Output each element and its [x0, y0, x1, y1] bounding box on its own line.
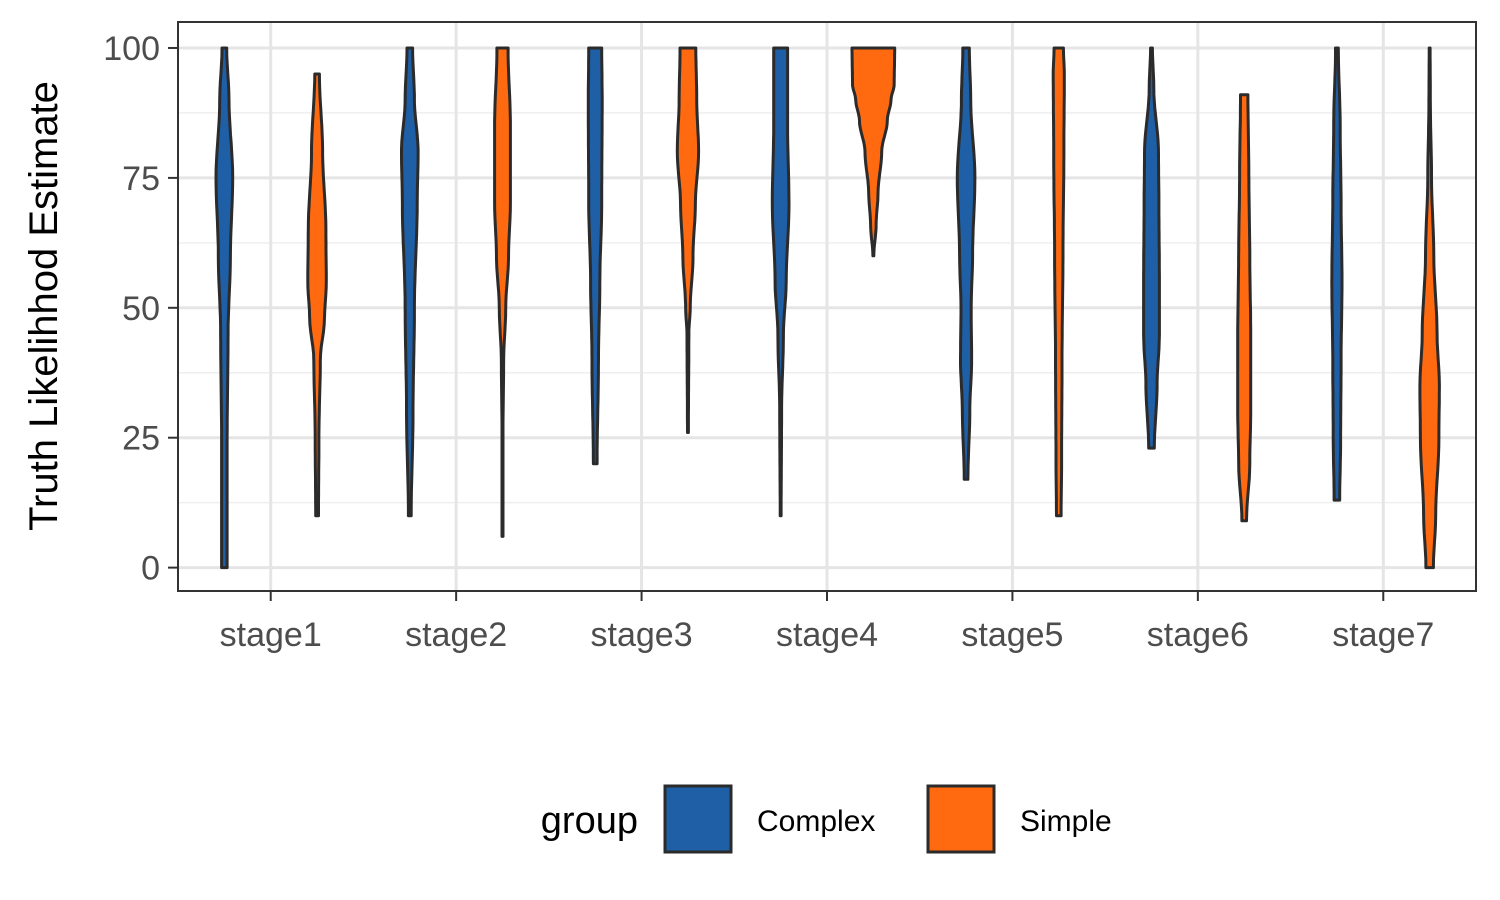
y-tick-label: 75	[122, 160, 160, 198]
violin-complex-stage6	[1142, 46, 1161, 450]
x-tick-label: stage6	[1147, 616, 1249, 654]
x-tick-label: stage3	[591, 616, 693, 654]
legend-key-simple	[926, 784, 996, 854]
violin-simple-stage7	[1418, 46, 1441, 570]
legend: group Complex Simple	[541, 784, 1112, 854]
violin-complex-stage4	[770, 46, 791, 518]
violin-complex-stage1	[214, 46, 235, 570]
x-tick-label: stage4	[776, 616, 878, 654]
legend-item-simple: Simple	[926, 784, 1112, 854]
legend-items: Complex Simple	[663, 784, 1112, 854]
violin-simple-stage1	[306, 72, 328, 518]
violin-complex-stage7	[1330, 46, 1344, 502]
y-axis-title: Truth Likelihhod Estimate	[22, 81, 66, 531]
violin-simple-stage5	[1051, 46, 1066, 518]
legend-item-complex: Complex	[663, 784, 875, 854]
y-tick-label: 25	[122, 420, 160, 458]
axis-layer: 0 25 50 75 100 stage1 stage2 stage3 stage4 stage5…	[103, 30, 1434, 654]
x-tick-label: stage2	[405, 616, 507, 654]
violin-simple-stage3	[675, 46, 701, 434]
legend-key-complex	[663, 784, 733, 854]
x-tick-label: stage7	[1332, 616, 1434, 654]
grid-layer	[178, 22, 1476, 591]
violin-complex-stage3	[586, 46, 604, 466]
violin-complex-stage5	[955, 46, 977, 481]
x-tick-label: stage5	[961, 616, 1063, 654]
violin-complex-stage2	[400, 46, 420, 518]
y-tick-label: 0	[141, 550, 160, 588]
legend-label-simple: Simple	[1020, 805, 1112, 838]
y-tick-label: 50	[122, 290, 160, 328]
violin-layer	[214, 46, 1441, 570]
x-tick-label: stage1	[220, 616, 322, 654]
legend-label-complex: Complex	[757, 805, 875, 838]
violin-simple-stage2	[493, 46, 512, 538]
violin-simple-stage4	[850, 46, 897, 258]
violin-simple-stage6	[1236, 93, 1253, 523]
y-tick-label: 100	[103, 30, 160, 68]
legend-title: group	[541, 800, 638, 842]
